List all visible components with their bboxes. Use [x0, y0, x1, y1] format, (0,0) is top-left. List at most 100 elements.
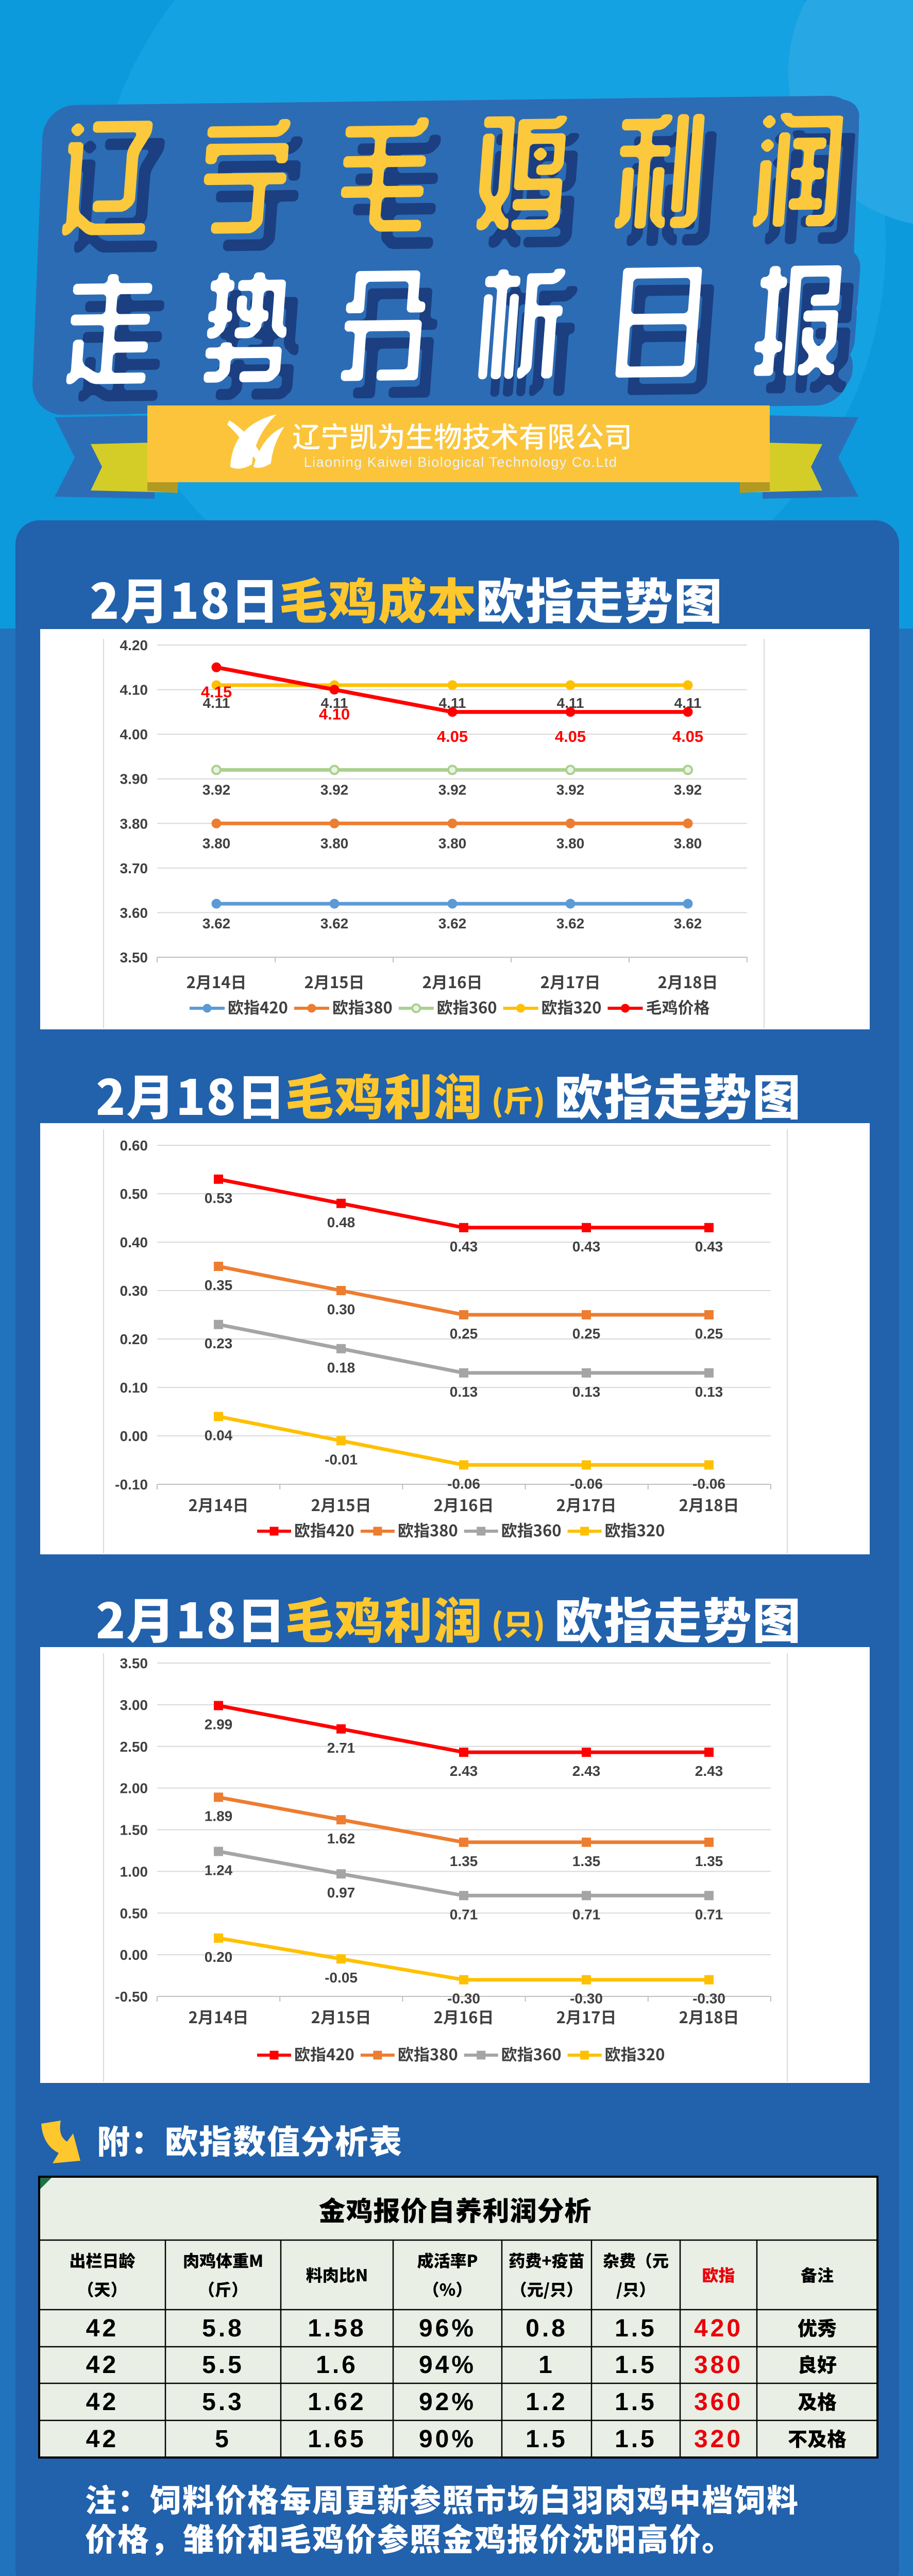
svg-text:1.2: 1.2 [526, 2388, 568, 2416]
svg-text:-0.30: -0.30 [447, 1991, 480, 2007]
svg-text:3.62: 3.62 [556, 916, 585, 931]
svg-text:0.04: 0.04 [205, 1427, 233, 1443]
svg-text:0.00: 0.00 [120, 1947, 148, 1963]
svg-text:-0.10: -0.10 [115, 1477, 148, 1493]
svg-text:3.92: 3.92 [556, 782, 585, 798]
svg-text:4.05: 4.05 [555, 727, 586, 745]
svg-text:380: 380 [694, 2351, 743, 2379]
svg-text:1.65: 1.65 [308, 2426, 366, 2453]
svg-text:0.43: 0.43 [572, 1239, 601, 1255]
svg-text:3.80: 3.80 [120, 816, 148, 832]
svg-text:0.60: 0.60 [120, 1138, 148, 1154]
svg-text:Liaoning Kaiwei Biological Tec: Liaoning Kaiwei Biological Technology Co… [304, 454, 618, 470]
svg-text:3.62: 3.62 [674, 916, 702, 931]
svg-text:-0.50: -0.50 [115, 1989, 148, 2005]
svg-text:-0.05: -0.05 [325, 1970, 358, 1986]
svg-text:0.20: 0.20 [120, 1331, 148, 1347]
svg-text:0.43: 0.43 [695, 1239, 723, 1255]
svg-text:1.50: 1.50 [120, 1822, 148, 1838]
svg-text:320: 320 [694, 2426, 743, 2453]
svg-text:420: 420 [694, 2315, 743, 2342]
svg-text:5.3: 5.3 [202, 2388, 244, 2416]
svg-text:3.70: 3.70 [120, 860, 148, 876]
svg-text:1.89: 1.89 [205, 1808, 233, 1824]
svg-text:0.30: 0.30 [327, 1301, 356, 1317]
svg-text:1.62: 1.62 [308, 2388, 366, 2416]
svg-text:42: 42 [86, 2388, 119, 2416]
svg-text:1.62: 1.62 [327, 1831, 356, 1846]
svg-text:0.13: 0.13 [572, 1384, 601, 1400]
svg-text:0.25: 0.25 [695, 1326, 723, 1342]
svg-text:4.10: 4.10 [120, 682, 148, 698]
svg-text:42: 42 [86, 2315, 119, 2342]
svg-text:3.62: 3.62 [320, 916, 349, 931]
svg-text:42: 42 [86, 2351, 119, 2379]
svg-text:1.00: 1.00 [120, 1863, 148, 1879]
svg-text:1.5: 1.5 [615, 2388, 657, 2416]
svg-text:1.35: 1.35 [450, 1853, 478, 1869]
svg-text:92%: 92% [419, 2388, 476, 2416]
svg-text:90%: 90% [419, 2426, 476, 2453]
svg-text:2.99: 2.99 [205, 1717, 233, 1733]
svg-text:0.13: 0.13 [450, 1384, 478, 1400]
svg-text:1.24: 1.24 [205, 1862, 233, 1878]
svg-text:3.90: 3.90 [120, 771, 148, 787]
svg-text:3.50: 3.50 [120, 1655, 148, 1671]
svg-text:1.35: 1.35 [695, 1853, 723, 1869]
svg-text:0.00: 0.00 [120, 1428, 148, 1444]
svg-text:4.00: 4.00 [120, 726, 148, 742]
svg-text:2.50: 2.50 [120, 1739, 148, 1755]
svg-text:-0.30: -0.30 [692, 1991, 725, 2007]
svg-text:360: 360 [694, 2388, 743, 2416]
svg-text:2.43: 2.43 [450, 1763, 478, 1779]
svg-text:0.43: 0.43 [450, 1239, 478, 1255]
svg-text:-0.30: -0.30 [570, 1991, 603, 2007]
svg-text:3.80: 3.80 [202, 835, 231, 851]
svg-text:0.13: 0.13 [695, 1384, 723, 1400]
svg-text:0.25: 0.25 [450, 1326, 478, 1342]
svg-text:2.71: 2.71 [327, 1740, 356, 1756]
svg-text:-0.06: -0.06 [447, 1476, 480, 1492]
svg-text:-0.06: -0.06 [570, 1476, 603, 1492]
svg-text:0.50: 0.50 [120, 1186, 148, 1202]
svg-text:-0.06: -0.06 [692, 1476, 725, 1492]
svg-text:4.05: 4.05 [437, 727, 468, 745]
svg-text:0.23: 0.23 [205, 1335, 233, 1351]
svg-text:96%: 96% [419, 2315, 476, 2342]
svg-text:1.5: 1.5 [526, 2426, 568, 2453]
svg-text:0.40: 0.40 [120, 1234, 148, 1250]
svg-text:0.35: 0.35 [205, 1277, 233, 1293]
svg-text:2.00: 2.00 [120, 1781, 148, 1797]
svg-text:2.43: 2.43 [572, 1763, 601, 1779]
svg-text:0.53: 0.53 [205, 1190, 233, 1206]
svg-text:4.11: 4.11 [321, 695, 348, 711]
svg-text:5.8: 5.8 [202, 2315, 244, 2342]
svg-text:3.92: 3.92 [202, 782, 231, 798]
svg-text:0.8: 0.8 [526, 2315, 568, 2342]
svg-text:0.10: 0.10 [120, 1380, 148, 1396]
svg-text:4.20: 4.20 [120, 637, 148, 653]
svg-text:4.05: 4.05 [672, 727, 703, 745]
svg-text:0.97: 0.97 [327, 1885, 356, 1901]
svg-text:1.5: 1.5 [615, 2351, 657, 2379]
svg-text:1.35: 1.35 [572, 1853, 601, 1869]
svg-text:1: 1 [538, 2351, 555, 2379]
svg-text:3.92: 3.92 [674, 782, 702, 798]
svg-text:2.43: 2.43 [695, 1763, 723, 1779]
svg-text:5.5: 5.5 [202, 2351, 244, 2379]
svg-text:0.71: 0.71 [450, 1906, 478, 1922]
svg-text:0.50: 0.50 [120, 1905, 148, 1921]
svg-text:1.58: 1.58 [308, 2315, 366, 2342]
svg-text:1.5: 1.5 [615, 2315, 657, 2342]
svg-text:4.10: 4.10 [319, 705, 350, 723]
svg-text:-0.01: -0.01 [325, 1451, 358, 1467]
svg-text:3.80: 3.80 [320, 835, 349, 851]
svg-text:0.18: 0.18 [327, 1360, 356, 1376]
svg-text:3.80: 3.80 [556, 835, 585, 851]
svg-text:94%: 94% [419, 2351, 476, 2379]
svg-text:3.60: 3.60 [120, 905, 148, 921]
svg-text:3.00: 3.00 [120, 1697, 148, 1713]
svg-text:3.92: 3.92 [438, 782, 467, 798]
svg-text:0.20: 0.20 [205, 1949, 233, 1965]
svg-text:0.71: 0.71 [572, 1906, 601, 1922]
